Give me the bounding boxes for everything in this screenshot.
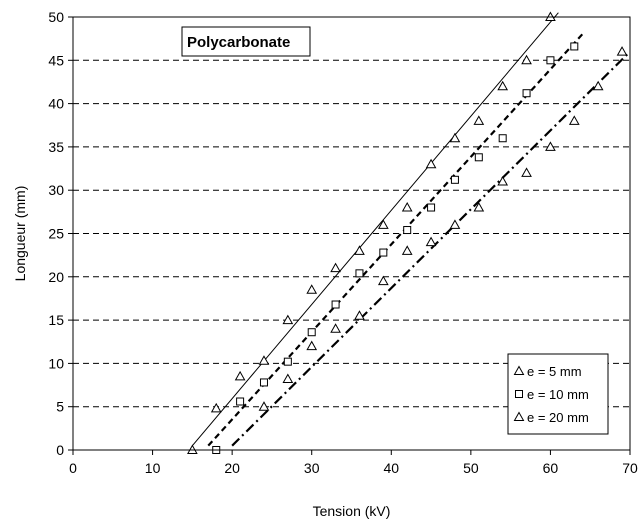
data-point-series-3 xyxy=(282,373,294,383)
x-tick-label: 60 xyxy=(543,460,559,476)
data-point-series-1 xyxy=(473,115,485,125)
data-point-series-1 xyxy=(425,158,437,169)
fit-lines xyxy=(191,12,631,447)
data-point-series-1 xyxy=(449,132,461,143)
data-point-series-3 xyxy=(568,115,580,125)
data-point-series-1 xyxy=(210,402,222,413)
axis-ticks: 0 5 10 15 20 25 30 35 40 45 50 0 10 20 30 40 50 60 70 xyxy=(48,9,638,476)
data-point-series-1 xyxy=(354,245,365,255)
data-point-series-3 xyxy=(425,236,437,247)
x-tick-label: 0 xyxy=(69,460,77,476)
x-axis-label: Tension (kV) xyxy=(313,503,391,519)
legend: e = 5 mm e = 10 mm e = 20 mm xyxy=(507,353,609,435)
y-tick-label: 50 xyxy=(48,9,64,25)
data-point-series-2 xyxy=(427,203,436,212)
data-point-series-2 xyxy=(498,134,507,143)
data-point-series-2 xyxy=(283,357,292,366)
data-point-series-2 xyxy=(450,175,459,184)
x-tick-label: 40 xyxy=(383,460,399,476)
y-tick-label: 10 xyxy=(48,355,64,371)
y-axis-label: Longueur (mm) xyxy=(12,186,28,282)
data-point-series-1 xyxy=(258,355,270,365)
data-point-series-1 xyxy=(401,202,413,212)
x-tick-label: 50 xyxy=(463,460,479,476)
data-point-series-3 xyxy=(473,202,485,212)
data-point-series-3 xyxy=(258,401,270,411)
chart-title: Polycarbonate xyxy=(187,34,290,51)
data-point-series-2 xyxy=(570,42,579,51)
data-point-series-2 xyxy=(307,328,316,337)
legend-frame xyxy=(507,353,609,435)
legend-items: e = 5 mm e = 10 mm e = 20 mm xyxy=(513,364,589,425)
y-tick-label: 5 xyxy=(56,399,64,415)
data-point-series-1 xyxy=(377,219,389,229)
x-tick-label: 10 xyxy=(145,460,161,476)
data-point-series-2 xyxy=(355,269,364,278)
data-point-series-3 xyxy=(616,46,628,56)
legend-label-series-2: e = 10 mm xyxy=(527,387,589,402)
legend-label-series-3: e = 20 mm xyxy=(527,410,589,425)
x-tick-label: 30 xyxy=(304,460,320,476)
data-point-series-2 xyxy=(546,56,555,65)
data-point-series-3 xyxy=(401,245,413,255)
y-tick-label: 35 xyxy=(48,139,64,155)
legend-marker-series-1 xyxy=(513,365,525,375)
data-point-series-3 xyxy=(354,310,365,320)
y-tick-label: 15 xyxy=(48,312,64,328)
data-point-series-2 xyxy=(379,248,388,257)
x-tick-label: 70 xyxy=(622,460,638,476)
legend-marker-series-3 xyxy=(513,411,525,421)
data-point-series-3 xyxy=(449,219,461,229)
data-point-series-3 xyxy=(592,80,604,91)
chart-title-frame xyxy=(181,26,311,57)
data-point-series-1 xyxy=(234,370,246,381)
data-markers xyxy=(187,11,628,454)
data-point-series-2 xyxy=(522,89,531,98)
data-point-series-3 xyxy=(521,167,532,177)
data-point-series-1 xyxy=(306,284,318,294)
fit-line-series-3 xyxy=(231,50,631,447)
data-point-series-2 xyxy=(403,226,412,235)
data-point-series-3 xyxy=(497,176,509,186)
data-point-series-1 xyxy=(330,262,341,273)
data-point-series-2 xyxy=(236,397,245,406)
data-point-series-3 xyxy=(306,340,318,351)
x-tick-label: 20 xyxy=(224,460,240,476)
y-tick-label: 45 xyxy=(48,52,64,68)
y-tick-label: 0 xyxy=(56,442,64,458)
data-point-series-2 xyxy=(474,153,483,162)
fit-line-series-2 xyxy=(207,33,584,447)
legend-marker-series-2 xyxy=(515,390,523,398)
data-point-series-3 xyxy=(330,323,341,333)
legend-label-series-1: e = 5 mm xyxy=(527,364,582,379)
data-point-series-2 xyxy=(259,378,268,387)
chart-title-box: Polycarbonate xyxy=(181,26,311,57)
y-tick-label: 20 xyxy=(48,269,64,285)
y-tick-label: 25 xyxy=(48,226,64,242)
y-tick-label: 40 xyxy=(48,96,64,112)
data-point-series-1 xyxy=(521,54,532,65)
data-point-series-1 xyxy=(282,314,294,325)
y-tick-label: 30 xyxy=(48,182,64,198)
data-point-series-2 xyxy=(331,300,340,309)
data-point-series-3 xyxy=(545,141,556,151)
fit-line-series-1 xyxy=(191,12,559,446)
data-point-series-3 xyxy=(377,275,389,286)
data-point-series-1 xyxy=(497,80,509,91)
